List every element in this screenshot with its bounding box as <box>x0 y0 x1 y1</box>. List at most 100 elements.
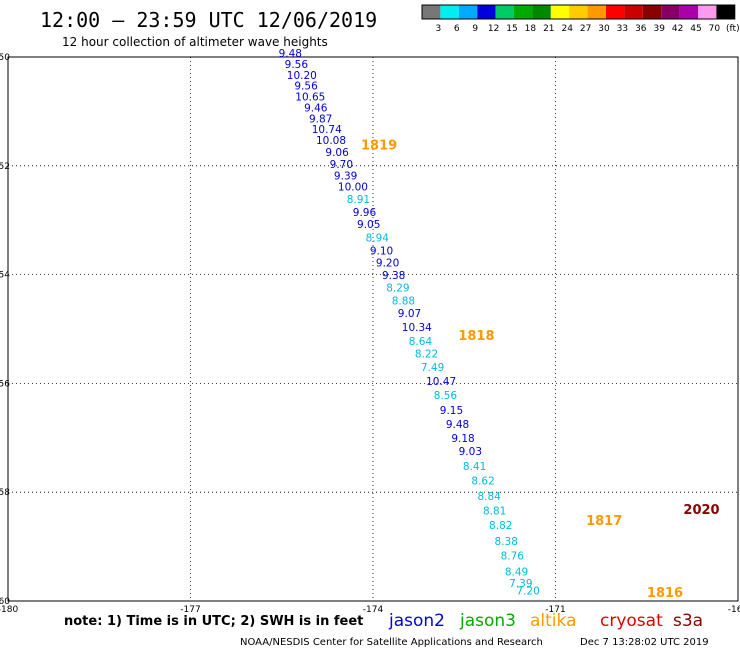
colorbar-label: 12 <box>488 24 499 34</box>
colorbar-label: 6 <box>454 24 460 34</box>
colorbar-swatch <box>679 5 698 19</box>
wave-height-value: 8.62 <box>471 476 494 488</box>
x-tick-label: -177 <box>180 605 200 615</box>
colorbar-label: 24 <box>561 24 573 34</box>
x-tick-label: -168 <box>728 605 740 615</box>
colorbar-swatch <box>440 5 459 19</box>
footnote: note: 1) Time is in UTC; 2) SWH is in fe… <box>64 614 363 629</box>
colorbar-swatch <box>514 5 533 19</box>
wave-height-value: 9.48 <box>446 419 469 431</box>
colorbar-swatch <box>458 5 478 19</box>
axis-ticks: -180-177-174-171-168-16-50-52-54-56-58-6… <box>0 53 740 615</box>
legend-satellite-jason3: jason3 <box>459 611 516 631</box>
pass-labels: 181918181817181620192020 <box>361 138 720 601</box>
wave-height-value: 8.49 <box>505 566 528 578</box>
wave-height-value: 9.87 <box>309 113 332 125</box>
wave-height-value: 8.88 <box>392 296 415 308</box>
colorbar-label: 33 <box>617 24 628 34</box>
colorbar-label: 39 <box>653 24 665 34</box>
legend-satellite-altika: altika <box>530 611 577 631</box>
colorbar-label: 3 <box>436 24 442 34</box>
colorbar-swatch <box>569 5 588 19</box>
wave-height-value: 10.08 <box>316 135 346 147</box>
colorbar-label: 9 <box>472 24 478 34</box>
colorbar-label: 30 <box>598 24 610 34</box>
y-tick-label: -58 <box>0 488 10 498</box>
x-tick-label: -180 <box>0 605 18 615</box>
wave-height-value: 10.47 <box>426 376 456 388</box>
wave-height-value: 7.49 <box>421 362 444 374</box>
wave-height-value: 8.29 <box>386 282 409 294</box>
wave-height-value: 9.38 <box>382 270 405 282</box>
wave-height-value: 8.91 <box>347 194 370 206</box>
wave-height-value: 8.22 <box>415 348 438 360</box>
wave-height-value: 8.84 <box>477 491 501 503</box>
wave-height-value: 8.82 <box>489 520 512 532</box>
y-tick-label: -56 <box>0 379 10 389</box>
x-tick-label: -174 <box>363 605 384 615</box>
wave-height-value: 9.56 <box>294 81 318 93</box>
colorbar-swatch <box>587 5 606 19</box>
wave-height-value: 9.18 <box>451 433 474 445</box>
wave-height-value: 9.39 <box>334 170 357 182</box>
wave-height-value: 9.46 <box>304 102 328 114</box>
pass-number-label: 1818 <box>458 329 494 344</box>
colorbar-swatch <box>642 5 662 19</box>
grid <box>8 57 739 601</box>
wave-height-value: 9.15 <box>440 405 463 417</box>
chart-title: 12:00 – 23:59 UTC 12/06/2019 <box>40 8 377 32</box>
colorbar-swatch <box>495 5 514 19</box>
colorbar: 3 6 9 12 15 18 21 24 27 30 33 36 39 42 45 70 (ft) <box>421 4 740 34</box>
wave-height-value: 8.76 <box>501 551 525 563</box>
wave-height-value: 8.41 <box>463 461 486 473</box>
wave-height-value: 8.81 <box>483 506 506 518</box>
wave-height-value: 9.48 <box>279 48 302 60</box>
pass-number-label: 1817 <box>586 514 622 529</box>
wave-height-value: 8.56 <box>434 390 458 402</box>
colorbar-label: 45 <box>690 24 701 34</box>
wave-height-value: 10.20 <box>287 70 317 82</box>
y-tick-label: -54 <box>0 271 10 281</box>
wave-height-value: 9.05 <box>357 219 380 231</box>
colorbar-label: 42 <box>672 24 683 34</box>
colorbar-frame <box>421 4 736 20</box>
wave-height-value: 9.96 <box>353 207 377 219</box>
colorbar-swatch <box>422 5 441 19</box>
pass-number-label: 2020 <box>683 503 719 518</box>
wave-height-value: 7.39 <box>509 578 532 590</box>
colorbar-label: 70 <box>709 24 721 34</box>
colorbar-swatch <box>606 5 625 19</box>
y-tick-label: -60 <box>0 597 10 607</box>
wave-height-value: 10.00 <box>338 181 368 193</box>
pass-number-label: 1819 <box>361 138 397 153</box>
wave-height-value: 10.34 <box>402 322 432 334</box>
wave-height-value: 10.74 <box>312 124 342 136</box>
legend-satellite-s3a: s3a <box>673 611 703 631</box>
x-tick-label: -171 <box>545 605 565 615</box>
wave-height-value: 8.38 <box>495 536 518 548</box>
wave-height-value: 9.03 <box>459 446 482 458</box>
wave-height-value: 10.65 <box>295 92 325 104</box>
colorbar-swatch <box>698 5 717 19</box>
wave-height-value: 9.10 <box>370 245 393 257</box>
colorbar-swatch <box>661 5 680 19</box>
wave-height-value: 8.64 <box>409 336 433 348</box>
wave-height-value: 9.07 <box>398 308 421 320</box>
data-points: 9.489.5610.209.5610.659.469.8710.7410.08… <box>279 48 740 607</box>
colorbar-label: 21 <box>543 24 554 34</box>
chart-subtitle: 12 hour collection of altimeter wave hei… <box>62 35 328 49</box>
satellite-legend: jason2 jason3 altika cryosat s3a <box>388 611 703 631</box>
colorbar-label: 27 <box>580 24 591 34</box>
wave-height-value: 7.20 <box>516 585 539 597</box>
colorbar-swatch <box>716 5 735 19</box>
colorbar-swatch <box>550 5 570 19</box>
legend-satellite-jason2: jason2 <box>388 611 445 631</box>
wave-height-value: 9.70 <box>330 159 353 171</box>
colorbar-label: 15 <box>506 24 517 34</box>
credit-text: NOAA/NESDIS Center for Satellite Applica… <box>240 637 543 648</box>
legend-satellite-cryosat: cryosat <box>600 611 663 631</box>
wave-height-value: 9.20 <box>376 257 399 269</box>
colorbar-label: 36 <box>635 24 647 34</box>
colorbar-label: (ft) <box>726 24 740 34</box>
